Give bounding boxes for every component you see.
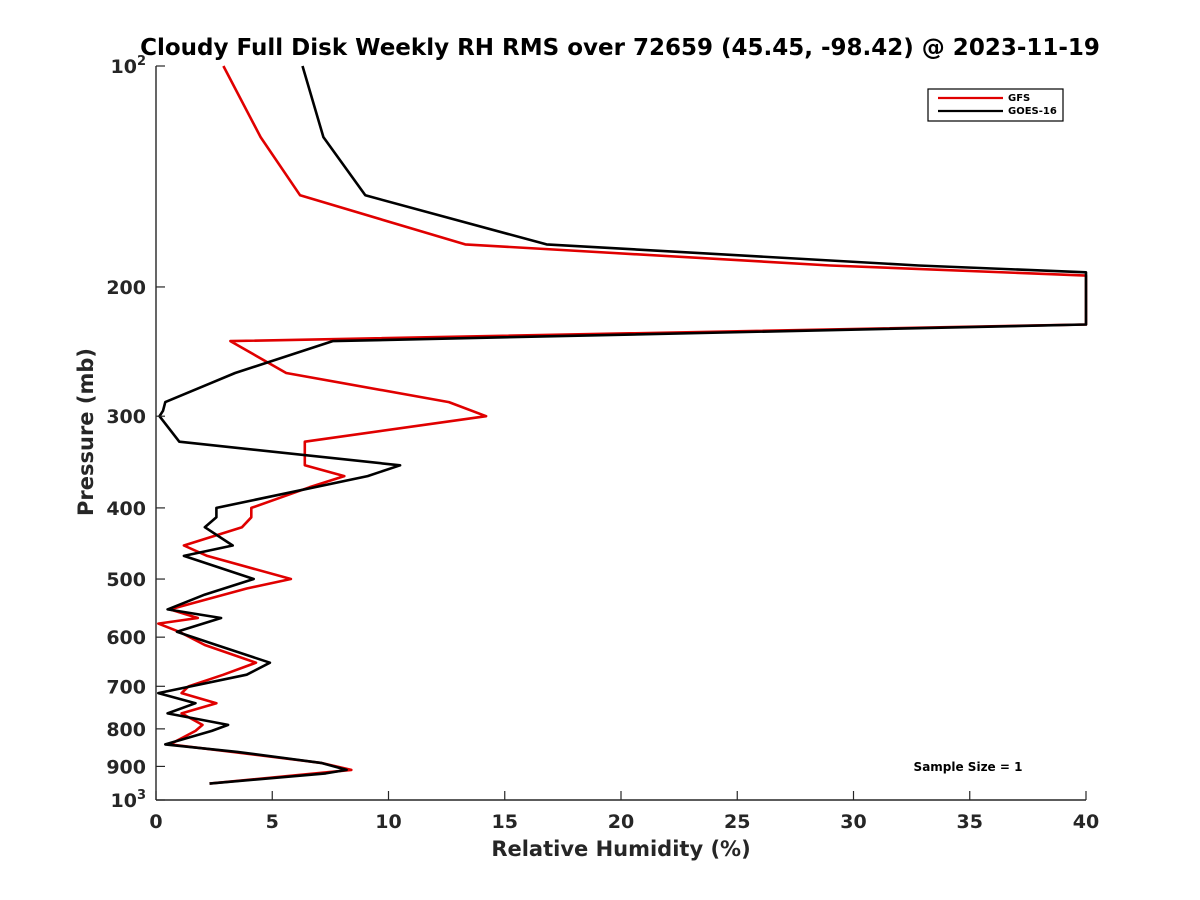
y-axis-label: Pressure (mb) [74, 348, 98, 516]
x-axis-label: Relative Humidity (%) [491, 837, 750, 861]
y-tick-label: 600 [106, 627, 146, 649]
y-tick-label: 500 [106, 569, 146, 591]
x-tick-label: 10 [375, 811, 401, 833]
x-tick-label: 25 [724, 811, 750, 833]
series-line-gfs [157, 65, 1088, 785]
chart-title: Cloudy Full Disk Weekly RH RMS over 7265… [140, 35, 1100, 61]
x-tick-label: 40 [1073, 811, 1099, 833]
y-tick-label: 700 [106, 676, 146, 698]
y-tick-label: 200 [106, 277, 146, 299]
y-tick-label: 300 [106, 406, 146, 428]
y-tick-label: 400 [106, 498, 146, 520]
legend-box [927, 88, 1064, 122]
sample-size-annotation: Sample Size = 1 [914, 760, 1023, 774]
plot-area [157, 65, 1088, 785]
y-axis: 102 200 300 400 500 600 700 800 900 103 [106, 54, 165, 812]
x-tick-label: 15 [492, 811, 518, 833]
x-tick-label: 0 [149, 811, 162, 833]
legend-label-gfs: GFS [1008, 93, 1030, 104]
x-axis: 0 5 10 15 20 25 30 35 40 [149, 791, 1099, 833]
x-tick-label: 30 [840, 811, 866, 833]
legend-label-goes-16: GOES-16 [1008, 106, 1057, 117]
y-tick-label: 102 [111, 54, 147, 78]
legend: GFS GOES-16 [927, 88, 1064, 122]
y-tick-label: 900 [106, 756, 146, 778]
y-tick-label: 103 [111, 788, 147, 812]
x-tick-label: 35 [957, 811, 983, 833]
x-tick-label: 20 [608, 811, 634, 833]
x-tick-label: 5 [266, 811, 279, 833]
series-line-goes-16 [157, 65, 1088, 785]
y-tick-label: 800 [106, 719, 146, 741]
